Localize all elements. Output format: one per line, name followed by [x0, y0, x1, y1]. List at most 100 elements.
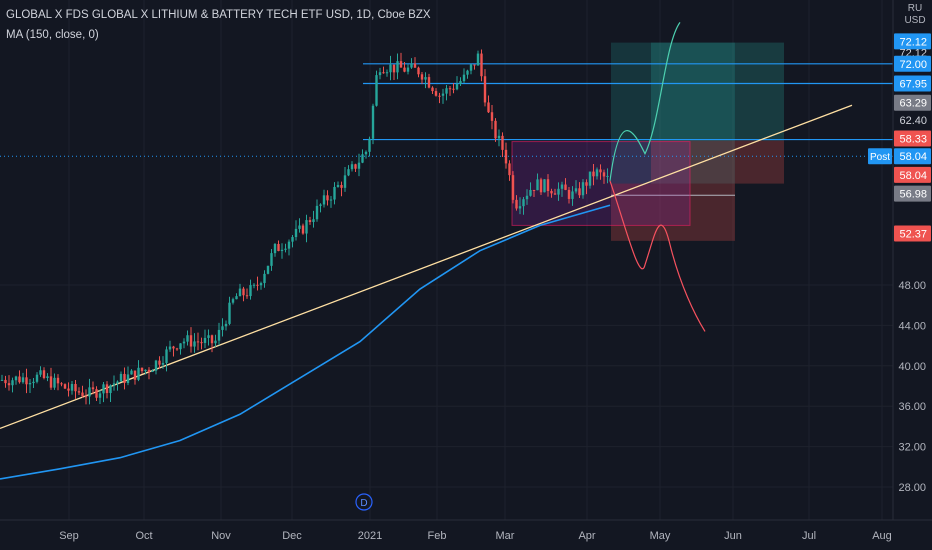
candle-body: [81, 392, 84, 397]
candle: [249, 279, 252, 300]
time-axis[interactable]: Sep Oct Nov Dec 2021 Feb Mar Apr May Jun Jul Aug D: [0, 493, 932, 550]
candle: [434, 88, 438, 97]
session-marker-circle: [355, 493, 373, 511]
candle: [256, 276, 259, 291]
candle-body: [333, 186, 336, 200]
candle: [67, 382, 70, 397]
candle: [126, 366, 130, 386]
candle-body: [543, 179, 546, 193]
candle: [95, 386, 98, 401]
candle-body: [165, 349, 168, 363]
candle-body: [28, 383, 32, 385]
candle-body: [585, 182, 588, 186]
candle: [18, 370, 21, 384]
candle: [343, 166, 347, 192]
candle: [431, 86, 434, 95]
loss-zone-2: [651, 140, 784, 184]
candle-body: [32, 381, 35, 384]
candle: [119, 371, 123, 382]
candle: [497, 129, 501, 147]
candle-body: [179, 343, 182, 350]
candle: [228, 296, 231, 326]
candle-body: [557, 188, 560, 195]
candle-body: [399, 61, 403, 68]
candle-body: [11, 380, 14, 386]
candle-body: [602, 172, 606, 177]
candle-body: [235, 296, 238, 300]
candle: [455, 76, 459, 91]
time-tick-label: Nov: [211, 530, 231, 542]
candle-body: [294, 228, 298, 238]
candle-body: [25, 377, 28, 385]
candle: [462, 68, 466, 83]
candle-body: [382, 72, 385, 74]
candle: [11, 377, 14, 393]
candle-body: [259, 283, 263, 286]
candle: [336, 181, 340, 188]
candle: [266, 265, 270, 275]
candle-body: [497, 135, 501, 139]
price-badge: 72.00: [894, 55, 931, 72]
candle-body: [368, 138, 371, 152]
candle: [445, 84, 448, 101]
candle: [420, 71, 424, 85]
candle-body: [77, 391, 81, 393]
candle: [438, 92, 441, 104]
candle-body: [284, 248, 287, 250]
candle: [581, 179, 585, 199]
price-tick-label: 40.00: [898, 361, 926, 373]
time-tick-label: Sep: [59, 530, 79, 542]
candle-body: [389, 64, 392, 73]
candle: [392, 64, 396, 81]
candle: [413, 57, 417, 68]
candle-body: [305, 220, 308, 234]
candle: [245, 288, 249, 299]
candle: [578, 182, 581, 198]
candle: [298, 218, 301, 233]
candle-body: [560, 184, 564, 189]
currency-label[interactable]: RU USD: [902, 3, 928, 27]
candle: [203, 329, 207, 348]
candle: [487, 95, 490, 113]
candle-body: [469, 64, 473, 71]
candle-body: [588, 171, 592, 186]
candle-body: [280, 249, 284, 252]
candle: [210, 334, 214, 353]
candle-body: [109, 385, 112, 394]
time-tick-label: Aug: [872, 530, 892, 542]
price-axis[interactable]: 28.0032.0036.0040.0044.0048.0072.1272.12…: [868, 0, 932, 520]
candle: [476, 50, 480, 66]
candle-body: [112, 383, 116, 386]
candle: [375, 70, 378, 107]
candle-body: [420, 74, 424, 80]
candle-body: [378, 72, 382, 76]
price-tick-label: 32.00: [898, 442, 926, 454]
candle: [459, 77, 462, 87]
candle: [280, 243, 284, 259]
candle: [494, 118, 497, 142]
candle-body: [364, 151, 368, 155]
candle-body: [532, 190, 536, 192]
candle-body: [95, 389, 98, 398]
profit-zone-1: [611, 42, 735, 184]
candle: [389, 55, 392, 81]
candle-body: [196, 341, 200, 343]
candle: [0, 374, 4, 381]
candle: [284, 243, 287, 253]
candle: [175, 347, 179, 351]
profit-zone-2: [651, 42, 784, 141]
candle-body: [53, 377, 56, 388]
candle: [567, 186, 571, 204]
candle: [158, 356, 161, 369]
price-badge-text: 56.98: [899, 189, 927, 201]
candle-body: [186, 335, 189, 342]
candle: [161, 356, 165, 369]
session-marker: D: [355, 493, 373, 511]
candle-body: [326, 195, 329, 201]
candle-body: [567, 189, 571, 199]
indicator-legend[interactable]: MA (150, close, 0): [6, 29, 99, 41]
symbol-title[interactable]: GLOBAL X FDS GLOBAL X LITHIUM & BATTERY …: [6, 9, 431, 21]
candle-body: [462, 74, 466, 82]
candle: [473, 64, 476, 70]
